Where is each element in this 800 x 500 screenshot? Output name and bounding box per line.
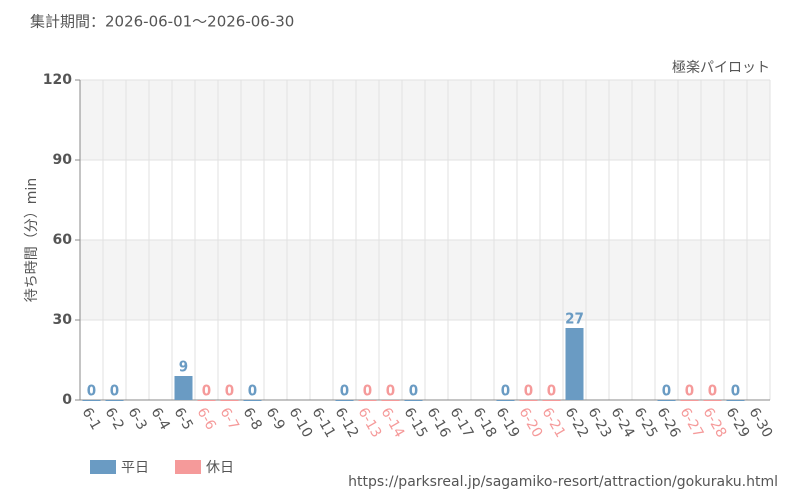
- x-tick-label: 6-20: [516, 405, 546, 441]
- bar: [726, 400, 745, 401]
- x-tick-label: 6-5: [171, 405, 196, 433]
- value-label: 0: [547, 382, 556, 400]
- bar: [105, 400, 124, 401]
- value-label: 0: [708, 382, 717, 400]
- value-label: 0: [501, 382, 510, 400]
- x-tick-label: 6-27: [677, 405, 707, 441]
- x-tick-label: 6-22: [562, 405, 592, 441]
- value-label: 0: [225, 382, 234, 400]
- x-tick-label: 6-11: [309, 405, 339, 441]
- y-tick-label: 0: [62, 392, 72, 408]
- x-tick-label: 6-8: [240, 405, 265, 433]
- y-tick-label: 90: [53, 152, 73, 168]
- x-tick-label: 6-19: [493, 405, 523, 441]
- y-axis-label: 待ち時間（分）min: [24, 178, 40, 302]
- value-label: 27: [565, 310, 584, 328]
- value-label: 0: [386, 382, 395, 400]
- bar: [565, 328, 584, 400]
- x-tick-label: 6-23: [585, 405, 615, 441]
- bar: [174, 376, 193, 400]
- x-tick-label: 6-15: [401, 405, 431, 441]
- bar: [657, 400, 676, 401]
- x-tick-label: 6-2: [102, 405, 127, 433]
- x-tick-label: 6-21: [539, 405, 569, 441]
- value-label: 0: [731, 382, 740, 400]
- bar: [542, 400, 561, 401]
- y-tick-label: 60: [53, 232, 73, 248]
- value-label: 0: [685, 382, 694, 400]
- bar: [335, 400, 354, 401]
- legend-label: 平日: [121, 460, 149, 476]
- bar: [82, 400, 101, 401]
- value-label: 0: [524, 382, 533, 400]
- x-tick-label: 6-12: [332, 405, 362, 441]
- x-tick-label: 6-18: [470, 405, 500, 441]
- x-tick-label: 6-4: [148, 405, 173, 433]
- chart-subtitle: 極楽パイロット: [672, 60, 770, 76]
- value-label: 0: [110, 382, 119, 400]
- y-tick-label: 30: [53, 312, 73, 328]
- x-tick-label: 6-7: [217, 405, 242, 433]
- value-label: 9: [179, 358, 188, 376]
- legend-swatch: [175, 460, 201, 474]
- x-tick-label: 6-30: [746, 405, 776, 441]
- value-label: 0: [662, 382, 671, 400]
- x-tick-label: 6-16: [424, 405, 454, 441]
- x-tick-label: 6-25: [631, 405, 661, 441]
- bar: [519, 400, 538, 401]
- x-tick-label: 6-10: [286, 405, 316, 441]
- value-label: 0: [363, 382, 372, 400]
- chart-title: 集計期間：2026-06-01～2026-06-30: [30, 13, 294, 31]
- x-tick-label: 6-9: [263, 405, 288, 433]
- value-label: 0: [340, 382, 349, 400]
- bar: [197, 400, 216, 401]
- x-tick-label: 6-1: [79, 405, 104, 433]
- bar: [243, 400, 262, 401]
- x-tick-label: 6-24: [608, 405, 638, 441]
- bar: [381, 400, 400, 401]
- x-tick-label: 6-6: [194, 405, 219, 433]
- bar: [404, 400, 423, 401]
- source-url: https://parksreal.jp/sagamiko-resort/att…: [348, 474, 778, 490]
- x-tick-label: 6-28: [700, 405, 730, 441]
- x-tick-label: 6-29: [723, 405, 753, 441]
- bar: [220, 400, 239, 401]
- value-label: 0: [202, 382, 211, 400]
- legend-swatch: [90, 460, 116, 474]
- value-label: 0: [409, 382, 418, 400]
- bar: [703, 400, 722, 401]
- value-label: 0: [248, 382, 257, 400]
- x-tick-label: 6-13: [355, 405, 385, 441]
- y-tick-label: 120: [43, 72, 72, 88]
- bar: [680, 400, 699, 401]
- x-tick-label: 6-17: [447, 405, 477, 441]
- legend-label: 休日: [206, 460, 234, 476]
- x-tick-label: 6-3: [125, 405, 150, 433]
- x-tick-label: 6-14: [378, 405, 408, 441]
- value-label: 0: [87, 382, 96, 400]
- x-tick-label: 6-26: [654, 405, 684, 441]
- bar: [358, 400, 377, 401]
- bar: [496, 400, 515, 401]
